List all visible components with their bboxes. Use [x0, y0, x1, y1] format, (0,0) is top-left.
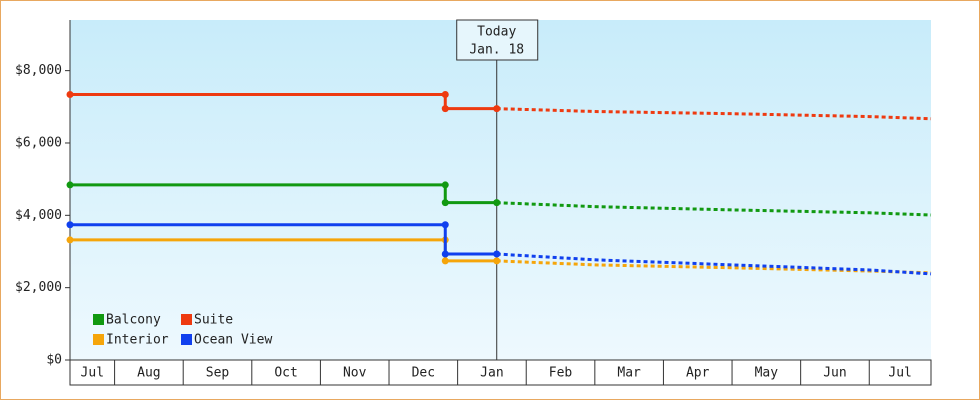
legend-swatch	[181, 314, 192, 325]
legend-swatch	[93, 334, 104, 345]
point	[441, 250, 449, 258]
legend-label: Interior	[106, 333, 169, 348]
point	[493, 105, 501, 113]
point	[441, 105, 449, 113]
legend-label: Ocean View	[194, 333, 272, 348]
y-tick-label: $8,000	[15, 63, 62, 78]
legend-swatch	[181, 334, 192, 345]
forecast-line	[496, 107, 932, 121]
x-tick-label: Oct	[274, 366, 297, 381]
x-tick-label: Jul	[81, 366, 104, 381]
x-tick-label: Sep	[206, 366, 230, 381]
forecast-line	[496, 201, 932, 217]
point	[441, 221, 449, 229]
today-date: Jan. 18	[469, 43, 524, 58]
legend-label: Balcony	[106, 313, 161, 328]
x-tick-label: Feb	[549, 366, 573, 381]
point	[493, 257, 501, 265]
forecast-line	[496, 252, 932, 276]
x-tick-label: May	[755, 366, 779, 381]
x-tick-label: Nov	[343, 366, 367, 381]
point	[66, 181, 74, 189]
y-tick-label: $2,000	[15, 280, 62, 295]
x-tick-label: Jan	[480, 366, 503, 381]
x-axis-band	[69, 359, 932, 386]
x-tick-label: Aug	[137, 366, 160, 381]
point	[66, 236, 74, 244]
today-label: Today	[477, 25, 516, 40]
x-tick-label: Jul	[888, 366, 911, 381]
y-tick-label: $0	[46, 353, 62, 368]
series-line	[70, 93, 497, 111]
point	[493, 250, 501, 258]
point	[441, 257, 449, 265]
x-tick-label: Mar	[617, 366, 641, 381]
plot-area	[70, 20, 931, 360]
point	[441, 199, 449, 207]
x-tick-label: Jun	[823, 366, 846, 381]
y-tick-label: $6,000	[15, 135, 62, 150]
legend-label: Suite	[194, 313, 233, 328]
legend-swatch	[93, 314, 104, 325]
series-line	[70, 223, 497, 256]
x-tick-label: Dec	[412, 366, 435, 381]
x-tick-label: Apr	[686, 366, 710, 381]
point	[66, 91, 74, 99]
point	[493, 199, 501, 207]
series-line	[70, 183, 497, 205]
today-box	[456, 19, 539, 61]
point	[66, 221, 74, 229]
y-tick-label: $4,000	[15, 208, 62, 223]
point	[441, 91, 449, 99]
point	[441, 181, 449, 189]
